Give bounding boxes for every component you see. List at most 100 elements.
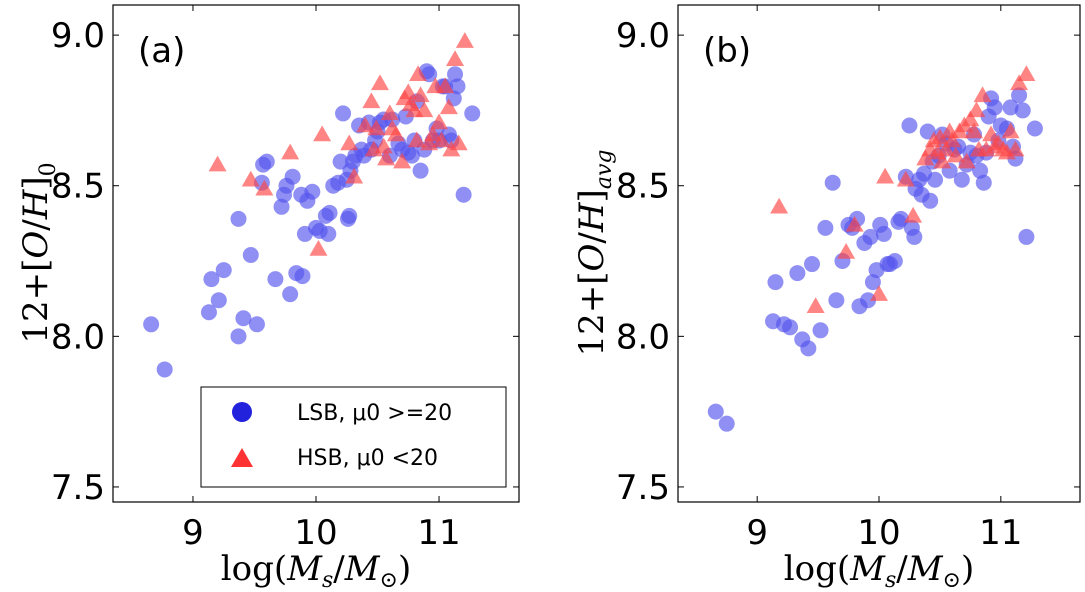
panel-a-lsb-point-1	[156, 361, 173, 378]
panel-b-lsb-point-40	[922, 192, 939, 209]
panel-b-ytick-label-3: 9.0	[616, 16, 670, 56]
panel-a-hsb-point-1	[241, 170, 260, 187]
panel-a-lsb-point-15	[273, 198, 290, 215]
panel-a-hsb-point-36	[449, 134, 468, 151]
panel-b-hsb-point-2	[837, 242, 856, 259]
panel-b-ytick-label-1: 8.0	[616, 317, 670, 357]
panel-b-lsb-point-54	[972, 162, 989, 179]
panel-b-lsb-point-34	[906, 228, 923, 245]
panel-a-lsb-point-25	[304, 183, 321, 200]
panel-a-lsb-point-14	[267, 271, 284, 288]
panel-b-ticks: 9 10 11 7.5 8.0 8.5 9.0	[616, 5, 1080, 553]
panel-a-ytick-label-2: 8.5	[51, 167, 105, 207]
panel-b-hsb-point-22	[965, 122, 984, 139]
panel-b-hsb-point-14	[937, 140, 955, 157]
panel-b-lsb-point-30	[892, 210, 909, 227]
panel-a-hsb-point-24	[409, 65, 428, 82]
panel-a-xlabel: log(Ms/M⊙)	[221, 549, 412, 592]
panel-b-lsb-point-49	[953, 171, 970, 188]
panel-a-lsb-point-0	[143, 316, 160, 333]
panel-a-hsb-point-2	[255, 179, 274, 196]
panel-a-ytick-label-3: 9.0	[51, 16, 105, 56]
legend: LSB, μ0 >=20 HSB, μ0 <20	[200, 386, 507, 488]
panel-b-hsb-point-1	[806, 297, 825, 313]
panel-a-lsb-point-34	[335, 105, 352, 122]
panel-a-lsb-point-72	[449, 78, 466, 95]
panel-b-hsb-point-3	[845, 215, 864, 232]
panel-b-lsb-point-0	[707, 403, 724, 420]
panel-a-lsb-point-7	[230, 328, 247, 345]
panel-a-points	[143, 32, 481, 378]
panel-a-lsb-point-8	[235, 310, 252, 327]
panel-b-lsb-point-28	[886, 253, 903, 270]
panel-b-lsb-point-10	[812, 322, 829, 339]
panel-a-hsb-point-0	[208, 155, 227, 172]
panel-b-hsb-point-27	[982, 125, 1001, 142]
panel-a-lsb-point-59	[412, 162, 429, 179]
panel-a-lsb-point-29	[320, 225, 337, 242]
panel-b-ytick-label-2: 8.5	[616, 167, 670, 207]
panel-b-hsb-point-32	[1001, 122, 1020, 139]
panel-a-xtick-label-0: 9	[182, 513, 204, 553]
panel-b-lsb-point-69	[1026, 120, 1043, 137]
panel-a-hsb-point-8	[356, 116, 375, 133]
legend-lsb-marker	[232, 402, 252, 422]
panel-a-hsb-point-20	[399, 83, 418, 100]
panel-a-lsb-point-71	[447, 66, 464, 83]
panel-b-hsb-point-16	[943, 131, 962, 148]
panel-a-hsb-point-7	[345, 167, 364, 184]
panel-b-hsb-point-8	[916, 149, 935, 166]
panel-b-xtick-label-0: 9	[746, 513, 768, 553]
panel-b-lsb-point-67	[1014, 102, 1031, 119]
panel-b-hsb-point-35	[1017, 65, 1036, 82]
panel-a-lsb-point-9	[242, 247, 259, 264]
panel-b-lsb-point-25	[875, 225, 892, 242]
panel-b-lsb-point-59	[986, 99, 1003, 116]
panel-b-lsb-point-32	[901, 117, 918, 134]
panel-b: 9 10 11 7.5 8.0 8.5 9.0 (b) log(Ms/M⊙) 12+[O/H…	[572, 4, 1081, 592]
panel-b-lsb-point-9	[804, 256, 820, 273]
panel-b-hsb-point-7	[904, 206, 923, 223]
panel-a-lsb-point-4	[210, 292, 227, 309]
panel-a-hsb-point-15	[380, 104, 399, 121]
panel-a-lsb-point-6	[230, 210, 247, 227]
panel-a-hsb-point-6	[340, 134, 359, 151]
panel-b-lsb-point-5	[782, 319, 799, 336]
panel-b-hsb-point-21	[961, 110, 980, 127]
panel-a-lsb-point-3	[203, 271, 220, 288]
panel-a-hsb-point-11	[367, 119, 386, 136]
panel-a-hsb-point-18	[393, 152, 412, 169]
panel-b-lsb-point-3	[767, 274, 784, 291]
panel-a-hsb-point-37	[455, 32, 474, 48]
panel-a-hsb-point-5	[313, 125, 332, 142]
panel-b-hsb-point-23	[967, 101, 986, 118]
panel-a-ytick-label-1: 8.0	[51, 317, 105, 357]
panel-a-hsb-point-13	[374, 137, 393, 154]
panel-a-hsb-point-33	[439, 98, 458, 115]
panel-a-lsb-point-13	[258, 153, 275, 170]
panel-b-hsb-point-5	[876, 167, 895, 184]
panel-a-xtick-label-2: 11	[417, 513, 460, 553]
panel-a-ylabel: 12+[O/H]0	[16, 162, 61, 343]
panel-a-hsb-point-25	[411, 86, 430, 103]
panel-b-ylabel: 12+[O/H]avg	[572, 150, 617, 357]
panel-b-hsb-point-33	[1006, 140, 1025, 157]
panel-b-xlabel: log(Ms/M⊙)	[784, 549, 975, 592]
panel-a-hsb-point-32	[436, 77, 455, 94]
panel-b-points	[707, 65, 1043, 432]
panel-b-lsb-point-68	[1018, 228, 1035, 245]
panel-b-xtick-label-2: 11	[979, 513, 1022, 553]
panel-a-hsb-point-17	[386, 125, 405, 142]
panel-a-hsb-point-3	[281, 143, 300, 160]
panel-b-hsb-point-17	[946, 146, 965, 163]
legend-lsb-label: LSB, μ0 >=20	[297, 401, 452, 426]
panel-a-hsb-point-23	[407, 131, 426, 148]
panel-b-ytick-label-0: 7.5	[616, 468, 670, 508]
panel-b-lsb-point-63	[1002, 99, 1019, 116]
panel-a-ytick-label-0: 7.5	[51, 468, 105, 508]
panel-b-lsb-point-20	[860, 292, 877, 309]
panel-a-lsb-point-73	[455, 186, 472, 203]
panel-b-hsb-point-13	[933, 152, 952, 169]
panel-a-hsb-point-4	[309, 239, 328, 256]
